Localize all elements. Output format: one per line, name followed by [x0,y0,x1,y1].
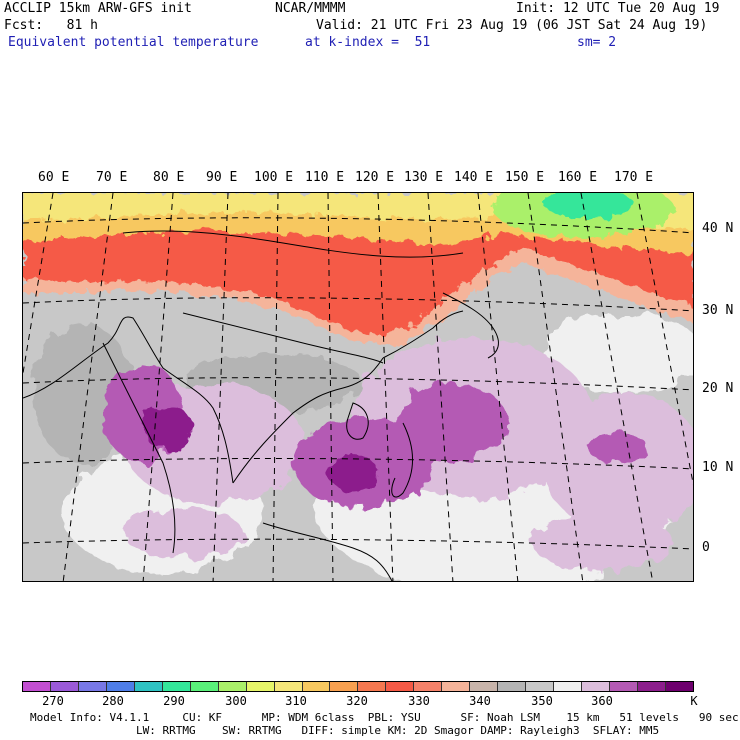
lon-label: 100 E [254,170,294,185]
field-name: Equivalent potential temperature [8,35,259,50]
colorbar-swatch [134,682,163,691]
map-image [23,193,693,581]
colorbar-swatch [665,682,693,691]
lat-label: 10 N [702,460,734,475]
colorbar-tick-label: 340 [469,694,491,708]
colorbar-swatch [610,682,638,691]
colorbar-swatch [498,682,527,691]
colorbar-swatch [582,682,611,691]
lon-label: 120 E [355,170,395,185]
coastlines [23,230,499,581]
lat-label: 40 N [702,221,734,236]
center-label: NCAR/MMMM [275,1,346,16]
colorbar-swatch [554,682,583,691]
colorbar-unit: K [690,694,698,708]
lon-label: 90 E [206,170,238,185]
colorbar-tick-label: 270 [42,694,64,708]
colorbar-tick-label: 280 [102,694,124,708]
colorbar-tick-label: 300 [225,694,247,708]
lat-label: 30 N [702,303,734,318]
colorbar-swatch [162,682,191,691]
colorbar-swatch [470,682,499,691]
lon-label: 140 E [454,170,494,185]
lon-label: 110 E [305,170,345,185]
lon-label: 130 E [404,170,444,185]
level-label: at k-index = 51 [305,35,431,50]
colorbar-tick-label: 330 [408,694,430,708]
colorbar-swatch [106,682,135,691]
colorbar-tick-label: 320 [346,694,368,708]
lon-label: 150 E [505,170,545,185]
smoothing-label: sm= 2 [577,35,617,50]
colorbar-tick-label: 310 [285,694,307,708]
lon-label: 60 E [38,170,70,185]
colorbar-swatch [274,682,303,691]
colorbar-swatch [637,682,666,691]
colorbar-swatch [302,682,331,691]
colorbar [22,681,694,692]
theta-e-midlatitude [23,193,693,345]
colorbar-swatch [414,682,443,691]
colorbar-swatch [386,682,415,691]
model-info-line2: LW: RRTMG SW: RRTMG DIFF: simple KM: 2D … [30,724,660,737]
colorbar-swatch [78,682,107,691]
colorbar-swatch [246,682,275,691]
colorbar-swatch [358,682,387,691]
lat-label: 0 [702,540,710,555]
lon-label: 70 E [96,170,128,185]
colorbar-swatch [23,682,51,691]
colorbar-swatch [442,682,471,691]
model-info-line1: Model Info: V4.1.1 CU: KF MP: WDM 6class… [30,711,739,724]
colorbar-tick-label: 290 [163,694,185,708]
init-time: Init: 12 UTC Tue 20 Aug 19 [516,1,720,16]
map-panel[interactable] [22,192,694,582]
model-title: ACCLIP 15km ARW-GFS init [4,1,192,16]
lon-label: 160 E [558,170,598,185]
lat-label: 20 N [702,381,734,396]
forecast-hour: Fcst: 81 h [4,18,98,33]
graticule [23,193,693,581]
colorbar-swatch [526,682,555,691]
lon-label: 80 E [153,170,185,185]
colorbar-tick-label: 360 [591,694,613,708]
colorbar-swatch [330,682,359,691]
colorbar-swatch [218,682,247,691]
colorbar-tick-label: 350 [531,694,553,708]
valid-time: Valid: 21 UTC Fri 23 Aug 19 (06 JST Sat … [316,18,708,33]
colorbar-swatch [50,682,79,691]
colorbar-swatch [190,682,219,691]
lon-label: 170 E [614,170,654,185]
